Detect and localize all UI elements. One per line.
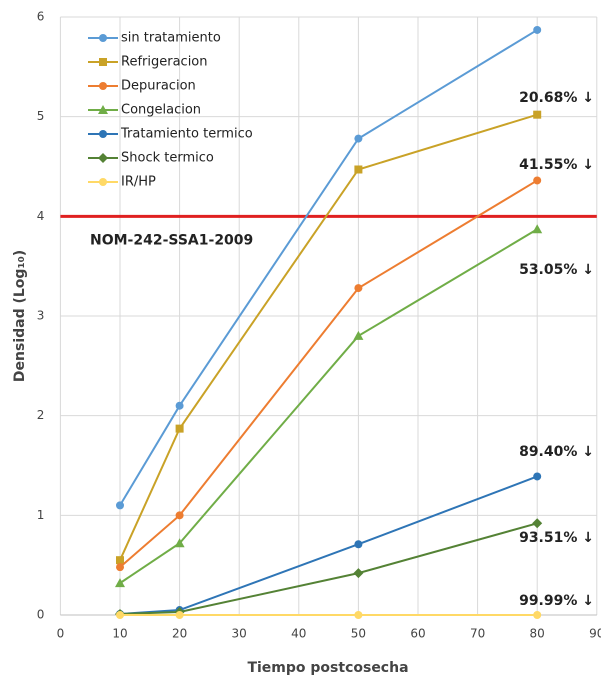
x-tick-label: 10 [112, 627, 127, 641]
annotation: 41.55% ↓ [519, 157, 594, 173]
y-tick-label: 5 [37, 109, 45, 123]
reference-label: NOM-242-SSA1-2009 [90, 232, 253, 248]
annotation: 53.05% ↓ [519, 262, 594, 278]
marker [353, 568, 364, 579]
y-tick-label: 3 [37, 309, 45, 323]
marker [99, 58, 107, 66]
marker [353, 330, 364, 340]
x-tick-label: 80 [530, 627, 545, 641]
marker [354, 134, 363, 143]
marker [354, 165, 363, 174]
x-tick-label: 0 [57, 627, 65, 641]
marker [98, 153, 108, 163]
series-line [119, 29, 538, 506]
x-tick-label: 60 [410, 627, 425, 641]
legend-label: Tratamiento termico [120, 127, 253, 142]
annotation: 93.51% ↓ [519, 530, 594, 546]
series-line [119, 179, 538, 568]
marker [354, 540, 363, 549]
marker [99, 178, 107, 186]
legend-label: Refrigeracion [121, 55, 208, 70]
y-tick-label: 6 [37, 10, 45, 24]
marker [98, 105, 108, 114]
marker [354, 611, 363, 619]
marker [532, 518, 543, 529]
x-tick-label: 40 [291, 627, 306, 641]
annotation: 99.99% ↓ [519, 593, 594, 609]
marker [533, 110, 542, 119]
annotation: 89.40% ↓ [519, 444, 594, 460]
legend-label: Shock termico [121, 151, 214, 166]
legend-label: sin tratamiento [121, 31, 221, 46]
annotation: 20.68% ↓ [519, 90, 594, 106]
y-tick-label: 2 [37, 408, 45, 422]
marker [116, 501, 124, 510]
series-line [119, 228, 538, 584]
legend-label: Congelacion [121, 103, 201, 118]
x-tick-label: 70 [470, 627, 485, 641]
marker [116, 563, 124, 572]
marker [175, 424, 184, 433]
marker [533, 611, 542, 619]
x-axis-label: Tiempo postcosecha [247, 660, 408, 676]
y-tick-label: 4 [37, 209, 45, 223]
y-tick-label: 0 [37, 608, 45, 622]
y-axis-label: Densidad (Log₁₀) [12, 250, 28, 382]
marker [99, 34, 107, 42]
marker [116, 611, 124, 619]
marker [174, 538, 185, 548]
x-tick-label: 20 [172, 627, 187, 641]
legend-label: IR/HP [121, 175, 156, 190]
marker [99, 82, 107, 90]
marker [175, 611, 184, 619]
series-line [119, 113, 538, 561]
y-tick-label: 1 [37, 508, 45, 522]
marker [533, 472, 542, 481]
x-tick-label: 90 [589, 627, 601, 641]
x-tick-label: 50 [351, 627, 366, 641]
marker [175, 511, 184, 520]
x-tick-label: 30 [232, 627, 247, 641]
marker [354, 284, 363, 293]
marker [99, 130, 107, 138]
marker [175, 401, 184, 410]
marker [115, 578, 125, 588]
marker [532, 224, 543, 234]
legend-label: Depuracion [121, 79, 196, 94]
marker [533, 176, 542, 185]
marker [533, 25, 542, 34]
series-line [119, 522, 538, 616]
marker [116, 556, 124, 565]
